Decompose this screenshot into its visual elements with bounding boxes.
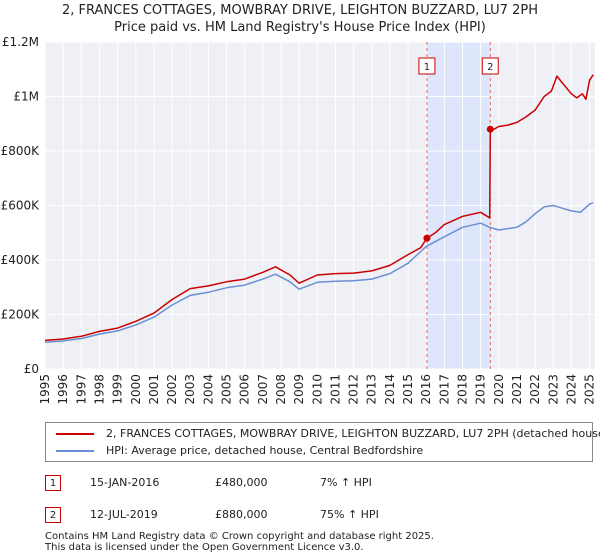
x-tick-label: 1996: [56, 374, 70, 405]
x-tick-label: 2014: [383, 374, 397, 405]
sale-price: £480,000: [215, 476, 268, 489]
footer-licence: This data is licensed under the Open Gov…: [45, 542, 364, 553]
sale-badge: 2: [45, 507, 61, 523]
sale-row-2: 2 12-JUL-2019 £880,000 75% ↑ HPI: [45, 507, 595, 527]
footer: Contains HM Land Registry data © Crown c…: [45, 531, 434, 553]
x-tick-label: 2004: [201, 374, 215, 405]
x-tick-label: 2012: [347, 374, 361, 405]
sale-date: 12-JUL-2019: [90, 508, 158, 521]
x-tick-label: 1997: [74, 374, 88, 405]
x-tick-label: 1995: [38, 374, 52, 405]
chart-title-line1: 2, FRANCES COTTAGES, MOWBRAY DRIVE, LEIG…: [62, 3, 538, 18]
x-tick-label: 2011: [328, 374, 342, 405]
x-tick-label: 2003: [183, 374, 197, 405]
y-tick-label: £0: [24, 362, 39, 376]
x-tick-label: 2024: [564, 374, 578, 405]
sale-badge: 1: [45, 475, 61, 491]
x-tick-label: 2006: [238, 374, 252, 405]
x-tick-label: 1998: [93, 374, 107, 405]
property-series-line: [44, 74, 594, 342]
legend-label-hpi: HPI: Average price, detached house, Cent…: [106, 444, 424, 457]
y-tick-label: £800K: [1, 144, 41, 158]
x-tick-label: 2008: [274, 374, 288, 405]
sale-date: 15-JAN-2016: [90, 476, 160, 489]
legend-line-property: [56, 433, 94, 435]
sale-hpi-change: 7% ↑ HPI: [320, 476, 372, 489]
x-tick-label: 2019: [474, 374, 488, 405]
x-tick-label: 2007: [256, 374, 270, 405]
x-tick-label: 2025: [583, 374, 597, 405]
legend-label-property: 2, FRANCES COTTAGES, MOWBRAY DRIVE, LEIG…: [106, 427, 600, 440]
sale-point: [423, 234, 431, 242]
y-tick-label: £1.2M: [2, 35, 39, 49]
x-tick-label: 2023: [546, 374, 560, 405]
sale-point: [486, 125, 494, 133]
y-tick-label: £1M: [13, 90, 39, 104]
x-tick-label: 2018: [456, 374, 470, 405]
sale-marker-label: 2: [487, 62, 493, 73]
x-tick-label: 2016: [419, 374, 433, 405]
sale-hpi-change: 75% ↑ HPI: [320, 508, 379, 521]
x-tick-label: 2009: [292, 374, 306, 405]
x-tick-label: 2022: [528, 374, 542, 405]
x-tick-label: 2000: [129, 374, 143, 405]
x-tick-label: 2010: [310, 374, 324, 405]
chart-title-line2: Price paid vs. HM Land Registry's House …: [114, 20, 486, 35]
price-chart: £0 £200K £400K £600K £800K £1M £1.2M 1995 1996 1…: [1, 35, 597, 405]
x-tick-label: 2002: [165, 374, 179, 405]
hpi-series-line: [44, 202, 594, 344]
footer-copyright: Contains HM Land Registry data © Crown c…: [45, 531, 434, 542]
sale-marker-label: 1: [424, 62, 430, 73]
x-tick-label: 2017: [437, 374, 451, 405]
sale-row-1: 1 15-JAN-2016 £480,000 7% ↑ HPI: [45, 475, 595, 495]
y-tick-label: £600K: [1, 199, 41, 213]
x-tick-label: 2005: [220, 374, 234, 405]
x-tick-label: 2001: [147, 374, 161, 405]
x-tick-label: 2021: [510, 374, 524, 405]
sale-price: £880,000: [215, 508, 268, 521]
x-tick-label: 2013: [365, 374, 379, 405]
legend-line-hpi: [56, 450, 94, 452]
legend: 2, FRANCES COTTAGES, MOWBRAY DRIVE, LEIG…: [45, 422, 600, 462]
y-tick-label: £200K: [1, 308, 41, 322]
x-tick-label: 2020: [492, 374, 506, 405]
x-tick-label: 1999: [111, 374, 125, 405]
sale-marker-box: [481, 57, 499, 75]
chart-title: 2, FRANCES COTTAGES, MOWBRAY DRIVE, LEIG…: [0, 2, 600, 36]
sale-marker-box: [418, 57, 436, 75]
x-tick-label: 2015: [401, 374, 415, 405]
y-tick-label: £400K: [1, 253, 41, 267]
